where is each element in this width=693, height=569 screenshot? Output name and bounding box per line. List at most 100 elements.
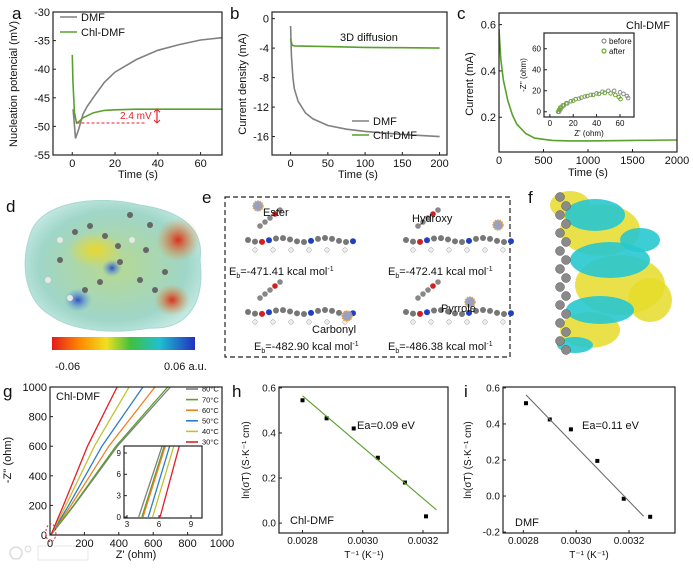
data-point-after [602, 90, 608, 96]
legend-label: after [609, 47, 625, 56]
legend-label: 50°C [202, 417, 219, 426]
data-point [324, 416, 329, 421]
hydrogen-atom [410, 247, 416, 253]
atom [431, 235, 437, 242]
atom [473, 235, 479, 242]
binding-energy-pyrrole: Eb=-486.38 kcal mol-1 [388, 341, 493, 355]
charge-accumulation-region [628, 278, 672, 322]
binding-site-marker [341, 310, 353, 322]
plot-frame [49, 386, 223, 536]
x-tick-label: 0 [288, 158, 294, 170]
x-tick-label: 60 [194, 158, 206, 170]
legend-marker [601, 48, 607, 54]
lithium-atom [561, 291, 571, 301]
atom [420, 219, 426, 225]
chart-title: Chl-DMF [290, 515, 334, 527]
hydrogen-atom [482, 319, 488, 325]
x-tick-label: 0.0030 [561, 536, 592, 547]
y-tick-label: 0 [117, 513, 122, 522]
esp-positive-region [64, 288, 92, 312]
lithium-atom [561, 309, 571, 319]
x-tick-label: 0 [548, 119, 553, 128]
lithium-atom [555, 228, 565, 238]
x-tick-label: 200 [75, 538, 93, 550]
panel-letter-e: e [202, 188, 211, 207]
plot-frame [502, 386, 676, 534]
lithium-atom [555, 318, 565, 328]
eb-value: =-482.90 kcal mol [265, 341, 352, 353]
y-tick-label: 200 [29, 500, 47, 512]
atom [277, 279, 283, 285]
hydrogen-atom [482, 247, 488, 253]
series-group [289, 25, 440, 138]
panel-letter-h: h [232, 382, 241, 401]
atom [501, 310, 507, 317]
molecule-atoms [45, 212, 168, 301]
atom [480, 307, 486, 314]
data-point-after [618, 96, 623, 102]
data-point-after [573, 96, 578, 102]
atom [67, 295, 73, 301]
charge-depletion-region [570, 242, 650, 278]
data-point-after [568, 98, 574, 104]
legend-label: DMF [373, 116, 397, 128]
plot-frame [278, 386, 449, 534]
series-group [50, 387, 171, 535]
x-axis-label: Time (s) [118, 169, 158, 181]
y-axis-label: ln(σT) (S·K⁻¹ cm) [463, 421, 474, 499]
atom [272, 211, 278, 217]
eb-value: =-472.41 kcal mol [399, 266, 486, 278]
colorbar-max-label: 0.06 a.u. [164, 361, 207, 373]
atom [267, 215, 273, 221]
lithium-atom [555, 210, 565, 220]
plot-frame [271, 11, 448, 156]
hydrogen-atom [464, 319, 470, 325]
atom [431, 307, 437, 314]
series-group [499, 29, 677, 142]
legend-marker [601, 38, 607, 44]
atom [403, 237, 409, 243]
series-group [300, 395, 437, 519]
atom [494, 237, 500, 244]
y-tick-label: -8 [259, 73, 269, 85]
x-tick-label: 0.0032 [614, 536, 645, 547]
x-tick-label: 500 [534, 155, 552, 167]
atom [501, 238, 507, 245]
legend: 80°C70°C 60°C 50°C40°C 30°C [186, 385, 219, 447]
data-point [424, 514, 429, 519]
atom [415, 223, 421, 229]
y-axis-label: Current density (mA) [237, 33, 249, 134]
atom [308, 237, 314, 244]
atom [257, 295, 263, 301]
atom [257, 223, 263, 229]
hydrogen-atom [270, 319, 276, 325]
atom [266, 309, 272, 316]
y-tick-label: 6 [117, 470, 122, 479]
hydrogen-atom [446, 247, 452, 253]
series-group [71, 36, 222, 139]
charge-depletion-region [565, 199, 625, 231]
series-line-Chl-DMF [499, 29, 677, 142]
y-tick-label: 600 [29, 441, 47, 453]
eb-symbol: E [229, 266, 236, 278]
y-tick-label: 0.6 [262, 384, 276, 395]
y-axis-label: -Z'' (ohm) [519, 58, 528, 92]
atom [466, 237, 472, 244]
atom [266, 237, 272, 244]
panel-letter-a: a [12, 4, 22, 23]
atom [417, 310, 423, 317]
hydrogen-atom [410, 319, 416, 325]
hydrogen-atom [500, 247, 506, 253]
eb-subscript: b [236, 273, 240, 280]
binding-energy-hydroxy: Eb=-472.41 kcal mol-1 [388, 266, 493, 280]
atom [117, 259, 123, 265]
series-line-50C [50, 387, 144, 535]
x-tick-label: 3 [125, 520, 130, 529]
y-axis-label: Nucleation potencial (mV) [8, 21, 20, 147]
charge-depletion-region [566, 296, 634, 324]
series-line-30C [159, 446, 180, 518]
atom [115, 243, 121, 249]
atom [152, 287, 158, 293]
atom [459, 310, 465, 317]
lithium-atom [555, 336, 565, 346]
